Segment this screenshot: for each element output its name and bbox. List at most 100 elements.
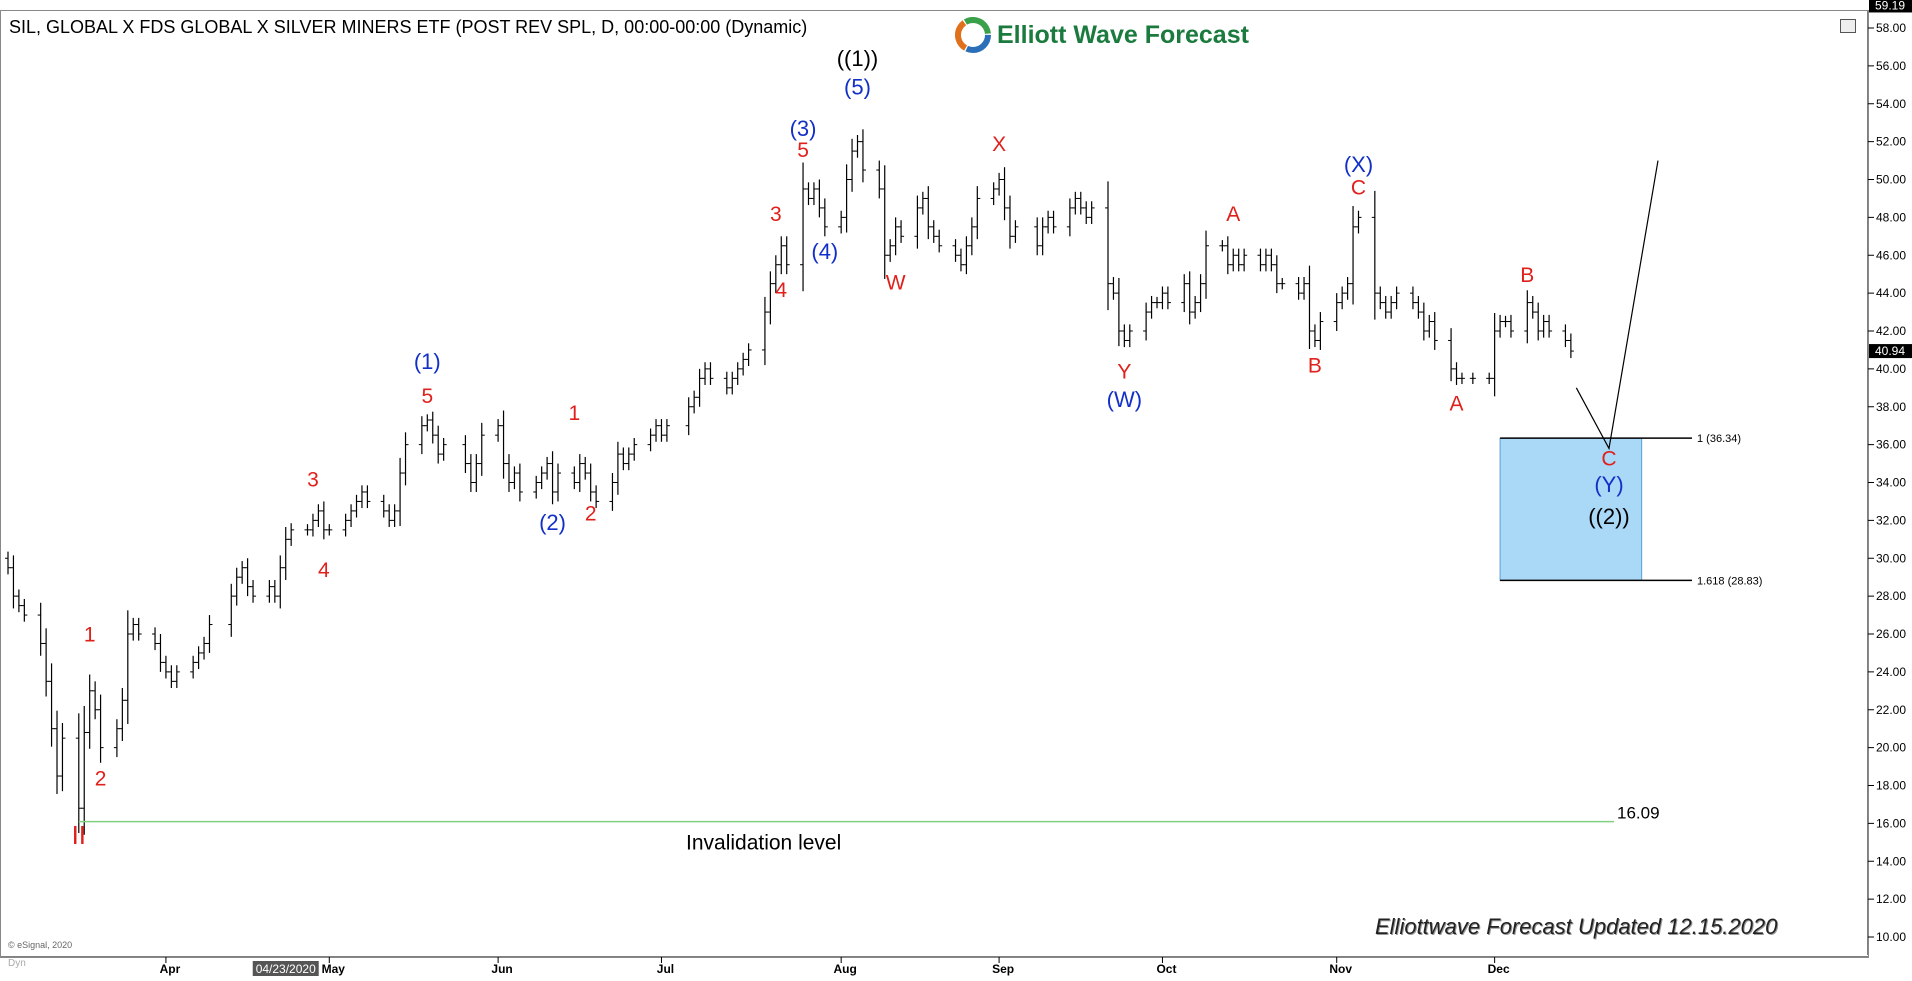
ohlc-bar (783, 236, 790, 275)
wave-label: ((1)) (837, 46, 879, 71)
y-tick-label: 22.00 (1876, 703, 1906, 717)
y-tick-label: 30.00 (1876, 551, 1906, 565)
price-badge: 40.94 (1869, 344, 1912, 359)
ohlc-bar (135, 617, 142, 641)
y-tick-label: 28.00 (1876, 589, 1906, 603)
chart-title: SIL, GLOBAL X FDS GLOBAL X SILVER MINERS… (9, 17, 808, 37)
chart-overlays: 1 (36.34) 1.618 (28.83) 16.09 Invalidation … (78, 160, 1762, 855)
x-highlight-bg (252, 961, 319, 976)
window-restore-button[interactable] (1840, 19, 1856, 33)
dyn-label: Dyn (8, 958, 26, 969)
ohlc-bar (1546, 314, 1553, 338)
price-badge: 59.19 (1869, 0, 1912, 13)
price-badge-bg (1869, 344, 1912, 359)
wave-label: 4 (318, 559, 330, 582)
ohlc-bar (974, 186, 981, 240)
x-tick-label: May (322, 962, 346, 976)
y-tick-label: 34.00 (1876, 476, 1906, 490)
ohlc-bar (250, 580, 257, 603)
y-tick-label: 14.00 (1876, 854, 1906, 868)
x-tick-label: Jun (491, 962, 512, 976)
ohlc-bar (326, 524, 333, 536)
y-tick-label: 36.00 (1876, 438, 1906, 452)
ohlc-bar (364, 485, 371, 509)
y-tick-label: 12.00 (1876, 892, 1906, 906)
y-tick-label: 48.00 (1876, 210, 1906, 224)
invalidation-text: Invalidation level (686, 832, 841, 855)
wave-label: 5 (421, 385, 433, 408)
y-tick-label: 38.00 (1876, 400, 1906, 414)
wave-label: B (1520, 264, 1534, 287)
target-zone-box (1499, 437, 1643, 581)
price-badge-label: 59.19 (1875, 0, 1905, 12)
wave-label: X (992, 133, 1006, 156)
x-tick-label: Sep (992, 962, 1014, 976)
wave-label: C (1601, 447, 1616, 470)
wave-label: (Y) (1594, 472, 1623, 497)
y-tick-label: 54.00 (1876, 97, 1906, 111)
wave-label: (4) (811, 239, 838, 264)
ohlc-bar (898, 220, 905, 243)
wave-label: Y (1117, 360, 1131, 383)
ohlc-bar (288, 523, 295, 546)
wave-label: II (72, 820, 86, 850)
ohlc-bar (21, 598, 28, 622)
target-zone-top-label: 1 (36.34) (1697, 433, 1741, 445)
wave-label: 2 (585, 502, 597, 525)
y-tick-label: 56.00 (1876, 59, 1906, 73)
ohlc-bar (1507, 314, 1514, 338)
logo-text: Elliott Wave Forecast (997, 20, 1249, 49)
ohlc-bar (745, 343, 752, 367)
y-tick-label: 42.00 (1876, 324, 1906, 338)
ohlc-bar (440, 437, 447, 461)
ohlc-bar (707, 362, 714, 385)
logo-swirl-icon (955, 17, 991, 53)
ohlc-bar (1469, 372, 1476, 385)
ohlc-bar (97, 694, 104, 763)
ohlc-bar (859, 129, 866, 183)
y-tick-label: 46.00 (1876, 248, 1906, 262)
ohlc-bar (936, 229, 943, 253)
ohlc-bar (1126, 324, 1133, 348)
ohlc-bar (1567, 333, 1574, 359)
y-tick-label: 16.00 (1876, 816, 1906, 830)
ohlc-bar (593, 485, 600, 509)
wave-label: 1 (84, 624, 96, 647)
ohlc-bar (1088, 201, 1095, 225)
x-tick-label: Oct (1156, 962, 1176, 976)
wave-label: 3 (307, 468, 319, 491)
wave-label: (3) (790, 116, 817, 141)
ohlc-bar (821, 198, 828, 237)
ohlc-bar (1203, 230, 1210, 299)
y-tick-label: 24.00 (1876, 665, 1906, 679)
wave-label: A (1226, 203, 1240, 226)
ohlc-bar (1431, 312, 1438, 350)
wave-label: (2) (539, 510, 566, 535)
ohlc-bar (631, 437, 638, 461)
x-tick-label: Dec (1488, 962, 1510, 976)
invalidation-value-label: 16.09 (1617, 804, 1660, 823)
target-zone-bottom-label: 1.618 (28.83) (1697, 575, 1762, 587)
y-tick-label: 40.00 (1876, 362, 1906, 376)
plot-border (0, 10, 1869, 958)
ohlc-bar (173, 665, 180, 688)
wave-label: W (886, 271, 906, 294)
ohlc-bar (555, 463, 561, 502)
wave-label: B (1308, 355, 1322, 378)
y-tick-label: 10.00 (1876, 930, 1906, 944)
wave-label: 1 (568, 402, 580, 425)
ohlc-bar (1317, 312, 1324, 350)
ohlc-bar (1241, 248, 1248, 272)
ohlc-bar (402, 432, 409, 486)
wave-label: 2 (95, 768, 107, 791)
brand-logo: Elliott Wave Forecast (955, 15, 1249, 55)
wave-label: C (1351, 177, 1366, 200)
price-badge-bg (1869, 0, 1912, 13)
ohlc-bar (1355, 210, 1362, 234)
wave-label: ((2)) (1588, 504, 1630, 529)
x-tick-label: Jul (657, 962, 674, 976)
wave-label: 4 (775, 279, 787, 302)
